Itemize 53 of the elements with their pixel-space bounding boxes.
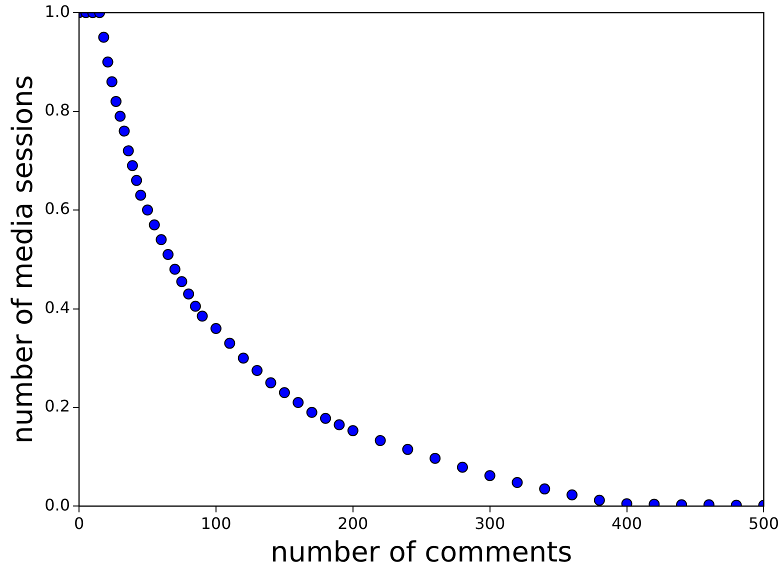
point [142,204,154,216]
x-tick-label: 400 [612,514,642,533]
point [252,364,263,376]
point [539,483,550,494]
point [320,412,332,424]
point [162,248,174,260]
point [176,276,188,288]
y-tick-label: 0.8 [44,100,70,120]
point [374,435,386,446]
point [118,126,130,137]
point [102,56,114,68]
point [347,425,358,436]
point [292,397,304,408]
point [190,300,201,312]
point [148,219,160,230]
point [126,160,138,172]
point [334,419,345,430]
point [114,110,126,122]
point [210,323,222,334]
point [110,96,122,107]
point [306,406,318,418]
x-tick-label: 200 [338,514,368,533]
x-axis-title: number of comments [270,535,572,568]
point [98,32,110,43]
point [122,145,134,156]
point [402,444,414,455]
point [594,494,605,506]
point [106,76,118,88]
y-tick-label: 1.0 [44,2,70,21]
point [169,264,180,275]
y-tick-label: 0.4 [44,298,70,317]
point [512,477,523,488]
point [131,174,142,186]
y-tick-label: 0.0 [44,495,70,514]
point [278,387,290,398]
point [484,470,496,482]
point [456,462,468,473]
x-tick-label: 0 [74,514,84,533]
y-tick-label: 0.6 [44,199,70,218]
x-tick-label: 300 [474,514,506,533]
point [183,288,194,300]
x-tick-label: 100 [200,514,232,533]
point [224,338,236,349]
y-axis-title: number of media sessions [6,75,40,444]
point [156,234,167,246]
y-tick-label: 0.2 [44,396,70,416]
point [135,190,146,201]
point [238,352,249,364]
point [566,489,578,500]
point [430,452,441,464]
point [265,377,276,388]
x-tick-label: 500 [748,514,780,533]
point [196,310,208,322]
